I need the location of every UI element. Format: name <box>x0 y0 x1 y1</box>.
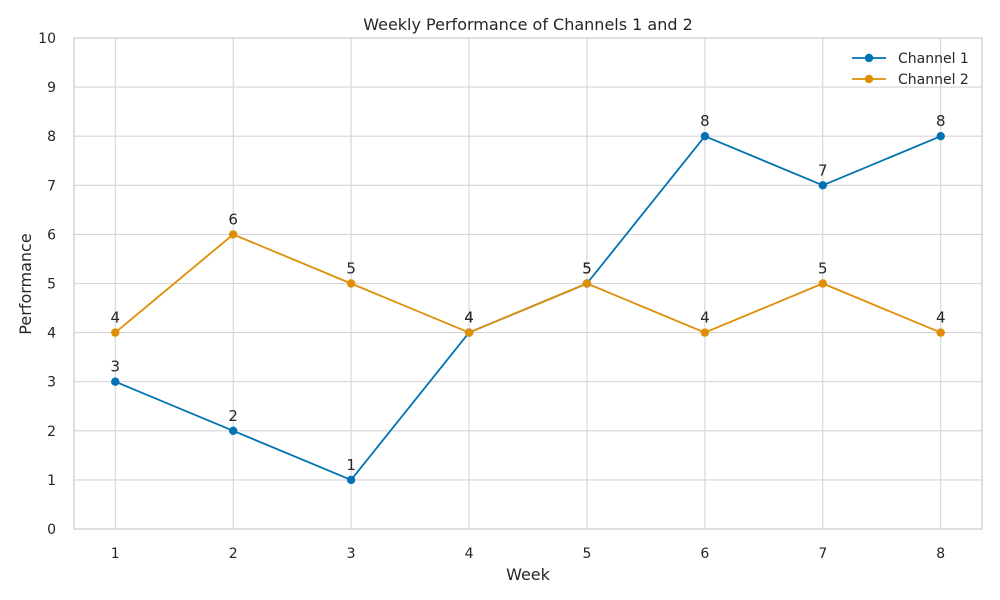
y-tick-label: 9 <box>47 80 56 96</box>
data-point <box>346 279 356 288</box>
data-point <box>111 328 120 337</box>
y-tick-label: 5 <box>47 277 56 293</box>
axis-ticks: 0 1 2 3 4 5 6 7 8 9 10 1 2 3 4 5 6 7 8 <box>38 31 945 562</box>
x-tick-label: 8 <box>936 546 945 562</box>
x-tick-label: 6 <box>700 546 709 562</box>
data-point <box>818 181 828 190</box>
data-point <box>700 132 710 141</box>
data-label: 4 <box>464 309 474 327</box>
y-tick-label: 0 <box>47 522 56 538</box>
y-tick-label: 10 <box>38 31 56 47</box>
x-tick-label: 1 <box>111 546 120 562</box>
x-tick-label: 7 <box>818 546 827 562</box>
data-label: 4 <box>700 309 710 327</box>
y-tick-label: 3 <box>47 375 56 391</box>
y-tick-label: 1 <box>47 473 56 489</box>
data-label: 1 <box>346 456 356 474</box>
y-tick-label: 4 <box>47 326 56 342</box>
x-tick-label: 3 <box>347 546 356 562</box>
data-label: 3 <box>110 358 120 376</box>
legend-label: Channel 1 <box>898 51 969 67</box>
legend: Channel 1 Channel 2 <box>852 51 969 88</box>
x-tick-label: 5 <box>583 546 592 562</box>
plot-frame <box>73 37 983 530</box>
data-label: 6 <box>228 210 238 228</box>
legend-marker <box>864 74 874 84</box>
data-label: 4 <box>464 309 474 327</box>
data-label: 8 <box>700 112 710 130</box>
data-point <box>228 230 238 239</box>
data-label: 5 <box>582 260 592 278</box>
y-tick-label: 6 <box>47 227 56 243</box>
data-point <box>818 279 828 288</box>
data-label: 7 <box>818 161 828 179</box>
data-point <box>936 328 945 337</box>
data-point <box>582 279 592 288</box>
data-point <box>346 475 356 485</box>
data-point <box>228 426 238 435</box>
data-label: 8 <box>936 112 946 130</box>
x-tick-label: 4 <box>465 546 474 562</box>
data-label: 5 <box>818 260 828 278</box>
legend-marker <box>864 53 874 63</box>
data-label: 5 <box>346 260 356 278</box>
series-line <box>114 233 942 334</box>
data-point <box>111 377 120 386</box>
y-tick-label: 7 <box>47 178 56 194</box>
y-tick-label: 8 <box>47 129 56 145</box>
legend-label: Channel 2 <box>898 72 969 88</box>
data-point <box>464 328 474 337</box>
series-2 <box>111 230 945 337</box>
data-point <box>700 328 710 337</box>
data-label: 4 <box>936 309 946 327</box>
x-axis-title: Week <box>506 565 551 584</box>
y-tick-label: 2 <box>47 424 56 440</box>
data-point <box>936 132 945 141</box>
chart-title: Weekly Performance of Channels 1 and 2 <box>363 15 693 34</box>
data-label: 4 <box>110 309 120 327</box>
series <box>111 132 945 485</box>
data-label: 2 <box>228 407 238 425</box>
legend-item: Channel 1 <box>852 51 969 67</box>
legend-item: Channel 2 <box>852 72 969 88</box>
x-tick-label: 2 <box>229 546 238 562</box>
data-label: 5 <box>582 260 592 278</box>
y-axis-title: Performance <box>16 233 35 334</box>
